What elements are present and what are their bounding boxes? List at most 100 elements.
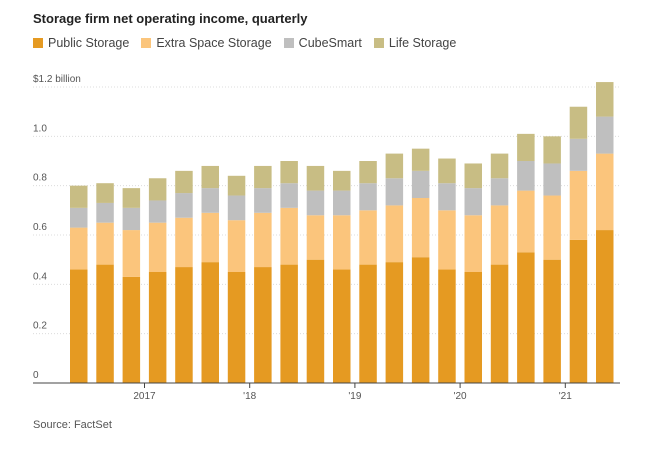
y-tick-label: 0.6 — [33, 222, 47, 233]
bar-segment-cubesmart — [464, 188, 482, 216]
bar-segment-cubesmart — [438, 183, 456, 211]
x-tick-label: 2017 — [133, 391, 156, 402]
bar-segment-life-storage — [517, 133, 535, 161]
bar-segment-life-storage — [385, 153, 404, 179]
bar-segment-cubesmart — [96, 202, 114, 223]
bar-segment-cubesmart — [596, 116, 614, 154]
bar-segment-life-storage — [96, 183, 114, 203]
bar-segment-public-storage — [569, 239, 588, 383]
legend: Public Storage Extra Space Storage CubeS… — [33, 36, 468, 50]
bar-segment-life-storage — [306, 165, 325, 191]
bar-segment-life-storage — [333, 170, 351, 191]
bar-segment-extra-space-storage — [438, 210, 456, 270]
bar-segment-cubesmart — [306, 190, 325, 216]
bar-segment-life-storage — [201, 165, 219, 189]
bar-segment-life-storage — [148, 178, 167, 201]
bar-segment-cubesmart — [569, 138, 588, 171]
chart-title: Storage firm net operating income, quart… — [33, 11, 308, 26]
bar-segment-cubesmart — [333, 190, 351, 216]
bar-segment-cubesmart — [254, 188, 272, 213]
legend-item-life-storage: Life Storage — [373, 36, 457, 50]
bar-segment-extra-space-storage — [96, 222, 114, 265]
bar-segment-public-storage — [596, 230, 614, 383]
x-tick-label: '20 — [454, 391, 467, 402]
bar-segment-public-storage — [254, 267, 272, 383]
bar-segment-life-storage — [543, 136, 561, 164]
bar-segment-extra-space-storage — [385, 205, 404, 263]
bar-segment-life-storage — [596, 82, 614, 117]
bar-segment-extra-space-storage — [543, 195, 561, 260]
bar-segment-extra-space-storage — [517, 190, 535, 253]
bar-segment-public-storage — [359, 264, 377, 383]
bar-segment-extra-space-storage — [464, 215, 482, 272]
bar-segment-extra-space-storage — [148, 222, 167, 272]
bar-segment-life-storage — [175, 170, 193, 194]
bar-segment-life-storage — [569, 106, 588, 139]
bar-segment-extra-space-storage — [122, 230, 141, 277]
y-tick-label: 0.4 — [33, 271, 47, 282]
legend-item-extra-space-storage: Extra Space Storage — [141, 36, 272, 50]
bar-segment-public-storage — [438, 269, 456, 383]
bar-segment-cubesmart — [122, 207, 141, 231]
bar-segment-life-storage — [359, 161, 377, 184]
bar-segment-public-storage — [175, 267, 193, 383]
y-tick-label: 0.2 — [33, 321, 47, 332]
bar-segment-cubesmart — [543, 163, 561, 196]
bar-segment-public-storage — [543, 259, 561, 383]
bar-segment-extra-space-storage — [201, 212, 219, 263]
bar-segment-life-storage — [227, 175, 246, 196]
bar-segment-public-storage — [333, 269, 351, 383]
bar-segment-cubesmart — [280, 183, 298, 208]
bar-segment-extra-space-storage — [306, 215, 325, 260]
bar-segment-life-storage — [70, 185, 88, 208]
bar-segment-public-storage — [96, 264, 114, 383]
bar-segment-extra-space-storage — [490, 205, 509, 265]
legend-swatch-extra-space-storage — [141, 38, 152, 48]
legend-label-life-storage: Life Storage — [388, 36, 457, 50]
bar-segment-extra-space-storage — [359, 210, 377, 265]
bar-segment-extra-space-storage — [333, 215, 351, 270]
legend-swatch-life-storage — [373, 38, 384, 48]
bar-segment-extra-space-storage — [280, 207, 298, 265]
bar-segment-extra-space-storage — [569, 170, 588, 240]
legend-item-public-storage: Public Storage — [33, 36, 129, 50]
y-tick-label: 0.8 — [33, 173, 47, 184]
bar-segment-public-storage — [70, 269, 88, 383]
x-tick-label: '19 — [348, 391, 361, 402]
bar-segment-cubesmart — [175, 193, 193, 218]
bar-segment-cubesmart — [411, 170, 430, 198]
bar-segment-extra-space-storage — [175, 217, 193, 268]
bar-segment-life-storage — [490, 153, 509, 179]
bar-segment-public-storage — [464, 272, 482, 383]
legend-swatch-cubesmart — [283, 38, 294, 48]
bar-segment-cubesmart — [490, 178, 509, 206]
bar-segment-public-storage — [517, 252, 535, 383]
legend-label-public-storage: Public Storage — [48, 36, 130, 50]
bar-segment-cubesmart — [359, 183, 377, 211]
bar-segment-cubesmart — [148, 200, 167, 223]
bar-segment-extra-space-storage — [227, 220, 246, 272]
bar-segment-cubesmart — [70, 207, 88, 228]
legend-label-cubesmart: CubeSmart — [298, 36, 362, 50]
bar-segment-cubesmart — [385, 178, 404, 206]
bar-segment-public-storage — [227, 272, 246, 383]
bar-segment-cubesmart — [517, 161, 535, 191]
bar-segment-life-storage — [464, 163, 482, 189]
bar-segment-cubesmart — [227, 195, 246, 221]
bar-segment-extra-space-storage — [596, 153, 614, 231]
legend-label-extra-space-storage: Extra Space Storage — [156, 36, 272, 50]
bar-segment-life-storage — [411, 148, 430, 171]
source-note: Source: FactSet — [33, 419, 112, 431]
bar-segment-life-storage — [254, 165, 272, 189]
bar-segment-public-storage — [122, 276, 141, 383]
legend-swatch-public-storage — [33, 38, 43, 48]
bar-segment-public-storage — [306, 259, 325, 383]
bar-segment-extra-space-storage — [254, 212, 272, 268]
bar-segment-life-storage — [122, 188, 141, 208]
bar-segment-extra-space-storage — [411, 198, 430, 258]
bar-segment-public-storage — [490, 264, 509, 383]
bar-segment-public-storage — [148, 272, 167, 383]
legend-item-cubesmart: CubeSmart — [283, 36, 362, 50]
bar-segment-public-storage — [201, 262, 219, 383]
